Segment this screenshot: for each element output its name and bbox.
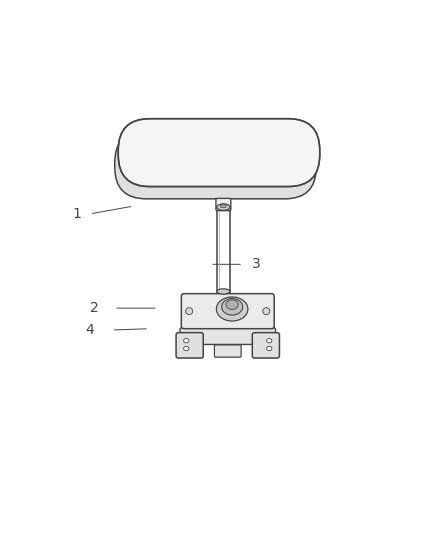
FancyBboxPatch shape [181, 294, 274, 329]
Ellipse shape [267, 346, 272, 351]
Text: 2: 2 [90, 301, 99, 315]
FancyBboxPatch shape [180, 328, 276, 344]
FancyBboxPatch shape [118, 119, 320, 187]
FancyBboxPatch shape [176, 333, 203, 358]
Text: 1: 1 [72, 207, 81, 221]
FancyBboxPatch shape [118, 119, 320, 187]
Ellipse shape [222, 298, 243, 315]
Text: 4: 4 [85, 323, 94, 337]
Ellipse shape [217, 204, 230, 211]
Ellipse shape [184, 338, 189, 343]
FancyBboxPatch shape [216, 198, 231, 211]
Ellipse shape [186, 308, 193, 314]
Ellipse shape [220, 205, 226, 208]
FancyBboxPatch shape [214, 345, 241, 357]
Text: 3: 3 [252, 257, 261, 271]
Ellipse shape [263, 308, 270, 314]
Ellipse shape [267, 338, 272, 343]
FancyBboxPatch shape [252, 333, 279, 358]
Ellipse shape [226, 300, 238, 310]
Ellipse shape [217, 289, 230, 294]
Ellipse shape [184, 346, 189, 351]
FancyBboxPatch shape [115, 131, 316, 199]
Ellipse shape [216, 297, 248, 321]
